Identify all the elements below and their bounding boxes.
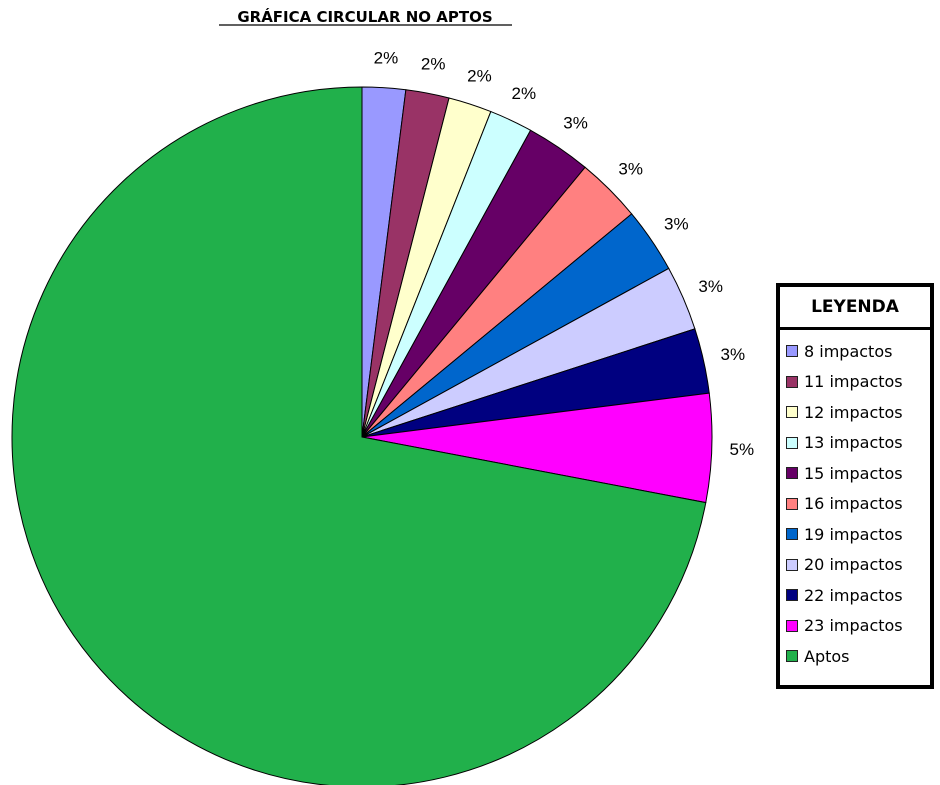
legend-label: 8 impactos xyxy=(804,341,893,361)
pie-slices xyxy=(11,86,713,785)
legend-item-19-impactos: 19 impactos xyxy=(780,519,930,550)
legend-label: 15 impactos xyxy=(804,463,903,483)
legend-label: 16 impactos xyxy=(804,494,903,514)
legend-item-20-impactos: 20 impactos xyxy=(780,550,930,581)
data-label-19-impactos: 3% xyxy=(664,214,689,233)
data-label-22-impactos: 3% xyxy=(721,345,746,364)
data-label-20-impactos: 3% xyxy=(698,277,723,296)
data-label-16-impactos: 3% xyxy=(618,159,643,178)
legend-title: LEYENDA xyxy=(780,287,930,330)
data-label-8-impactos: 2% xyxy=(374,49,399,68)
legend-item-aptos: Aptos xyxy=(780,641,930,672)
legend-swatch xyxy=(786,436,798,449)
data-label-12-impactos: 2% xyxy=(467,67,492,86)
legend-swatch xyxy=(786,589,798,602)
legend-swatch xyxy=(786,528,798,541)
legend-item-11-impactos: 11 impactos xyxy=(780,367,930,398)
legend-item-13-impactos: 13 impactos xyxy=(780,428,930,459)
legend-label: 23 impactos xyxy=(804,616,903,636)
pie-slice-aptos xyxy=(11,86,707,785)
legend-swatch xyxy=(786,558,798,571)
legend-item-22-impactos: 22 impactos xyxy=(780,580,930,611)
legend-swatch xyxy=(786,650,798,663)
legend-label: 20 impactos xyxy=(804,555,903,575)
legend-swatch xyxy=(786,375,798,388)
legend-item-16-impactos: 16 impactos xyxy=(780,489,930,520)
legend-swatch xyxy=(786,497,798,510)
legend: LEYENDA 8 impactos 11 impactos 12 impactos… xyxy=(776,283,934,689)
pie-percent-labels: 2% 2% 2% 2% 3% 3% 3% 3% 3% 5% xyxy=(374,49,754,459)
legend-swatch xyxy=(786,467,798,480)
legend-swatch xyxy=(786,345,798,358)
data-label-11-impactos: 2% xyxy=(421,55,446,74)
legend-item-12-impactos: 12 impactos xyxy=(780,397,930,428)
legend-swatch xyxy=(786,406,798,419)
data-label-13-impactos: 2% xyxy=(512,84,537,103)
legend-item-8-impactos: 8 impactos xyxy=(780,336,930,367)
legend-label: Aptos xyxy=(804,646,850,666)
legend-label: 12 impactos xyxy=(804,402,903,422)
legend-item-23-impactos: 23 impactos xyxy=(780,611,930,642)
legend-swatch xyxy=(786,619,798,632)
legend-label: 22 impactos xyxy=(804,585,903,605)
legend-label: 19 impactos xyxy=(804,524,903,544)
legend-item-15-impactos: 15 impactos xyxy=(780,458,930,489)
legend-items: 8 impactos 11 impactos 12 impactos 13 impac… xyxy=(780,330,930,672)
chart-title: GRÁFICA CIRCULAR NO APTOS xyxy=(237,7,492,26)
legend-label: 11 impactos xyxy=(804,372,903,392)
data-label-23-impactos: 5% xyxy=(730,440,755,459)
data-label-15-impactos: 3% xyxy=(563,114,588,133)
legend-label: 13 impactos xyxy=(804,433,903,453)
